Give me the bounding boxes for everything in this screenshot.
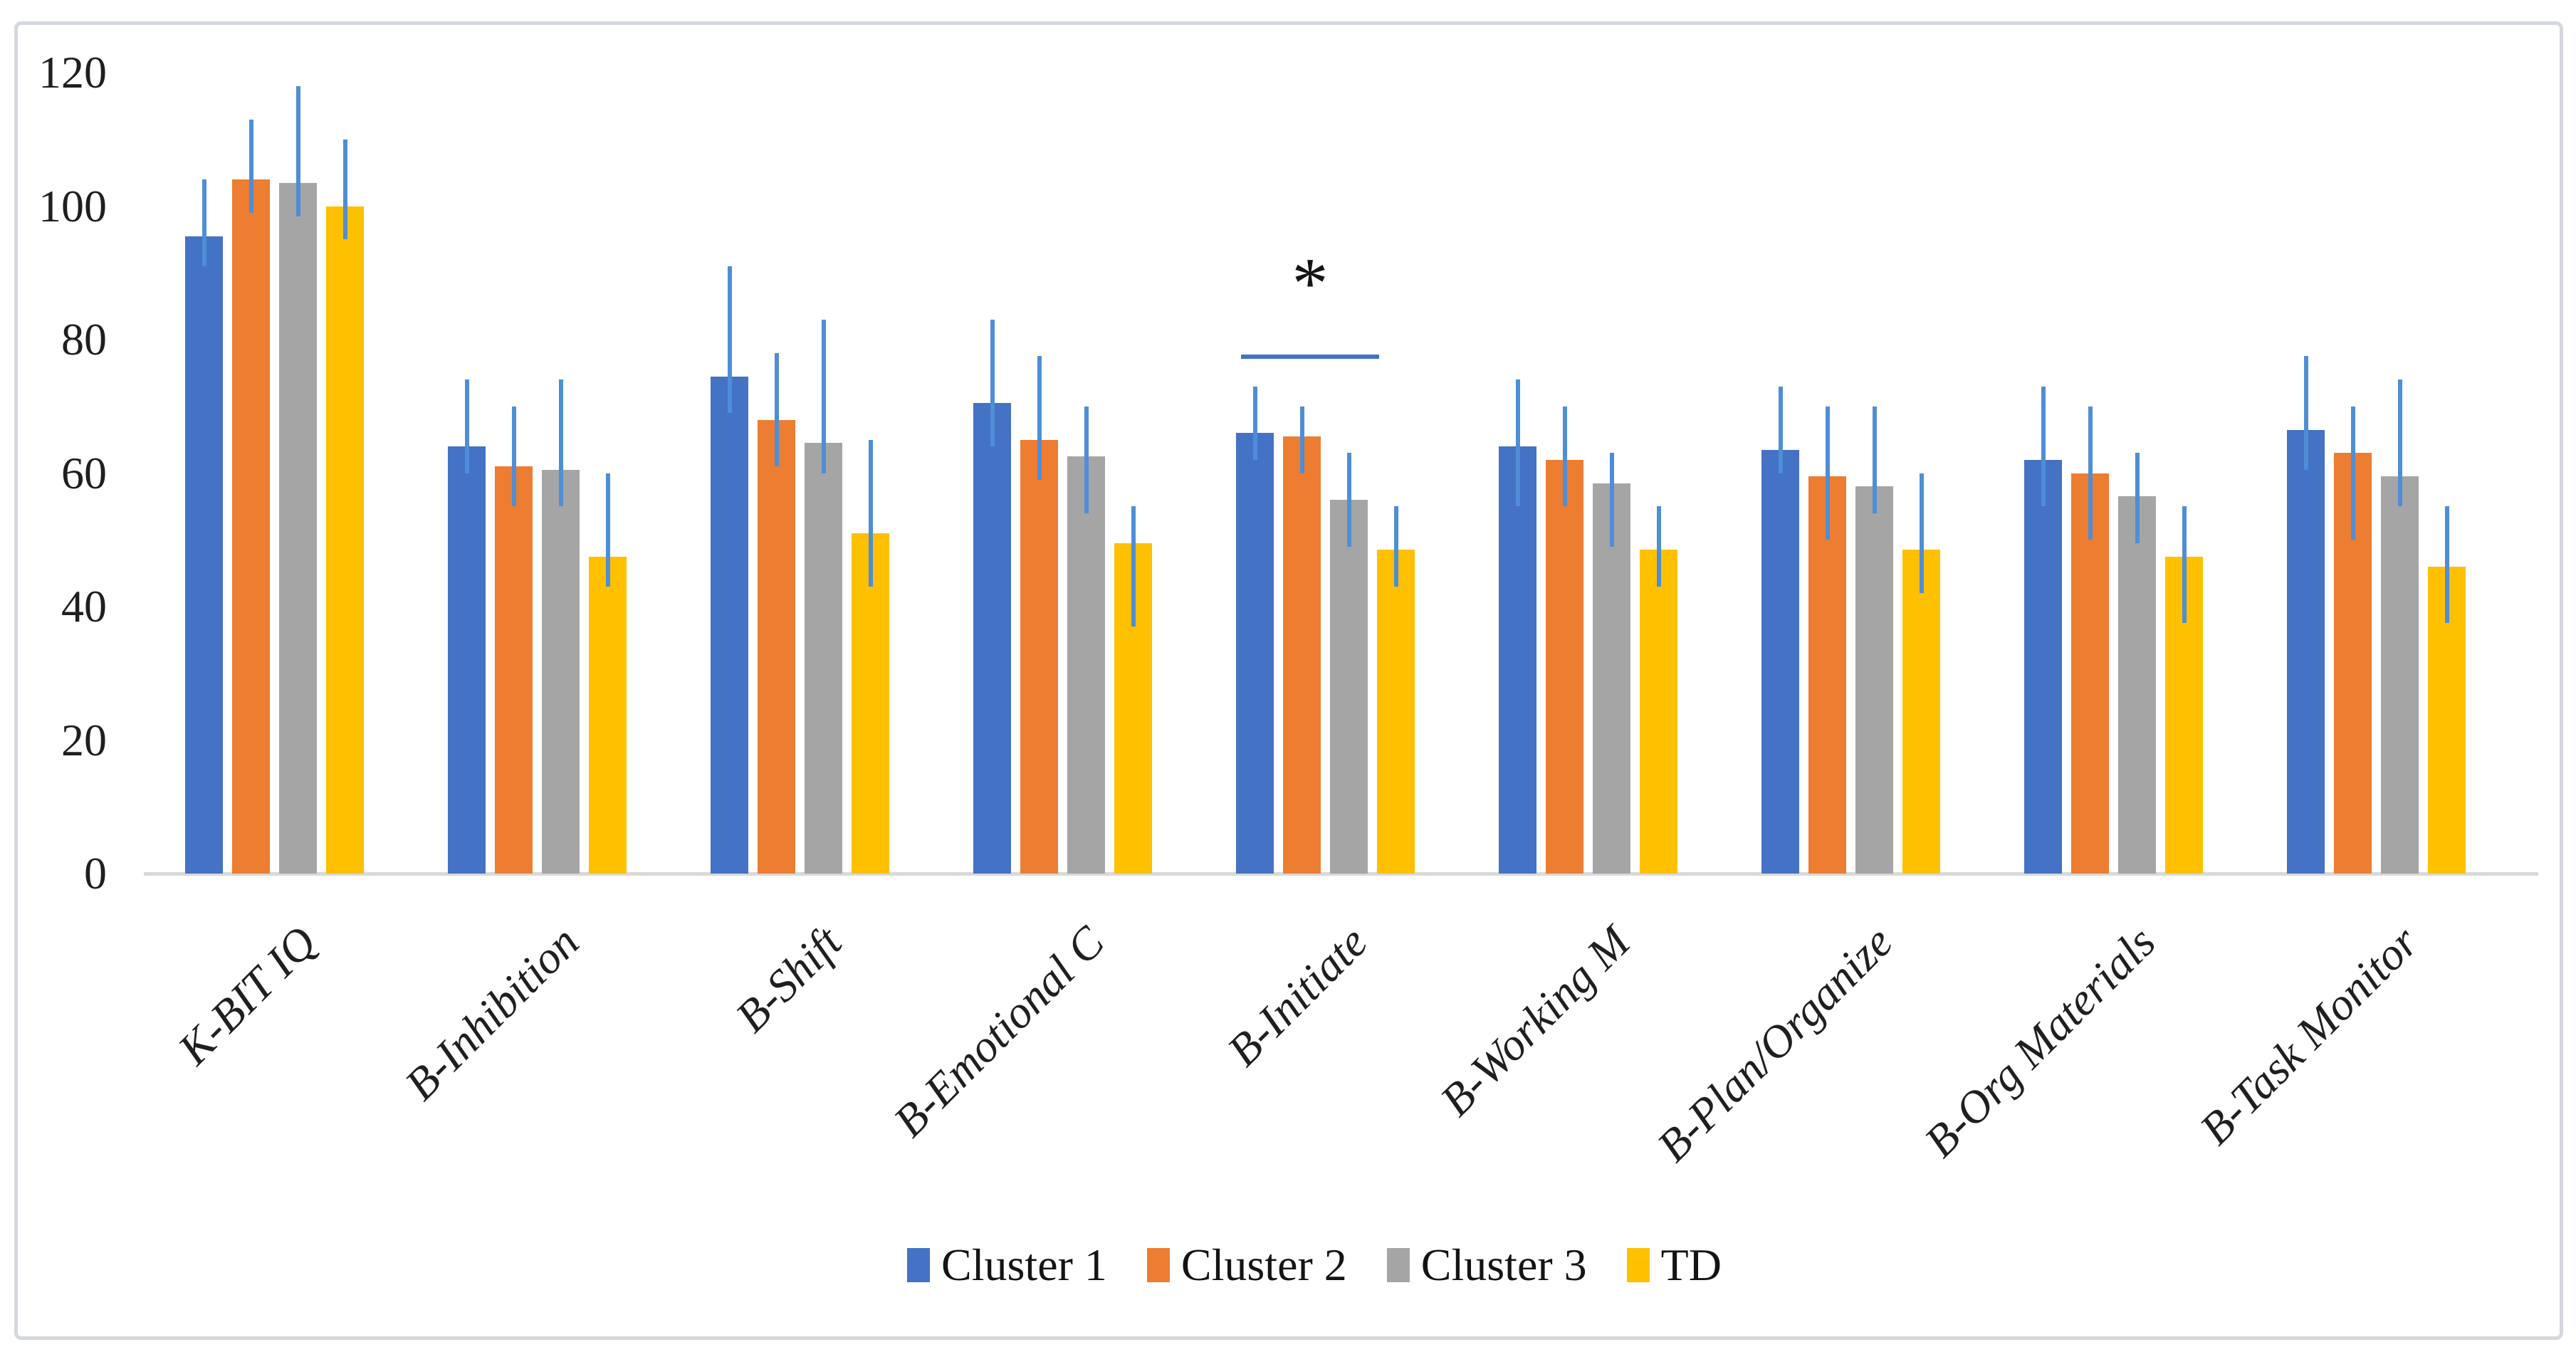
error-bar xyxy=(2445,506,2449,624)
y-axis-tick-label: 0 xyxy=(84,848,107,898)
chart-frame-border xyxy=(14,21,2563,1340)
bar-cluster2-k-bit-iq xyxy=(232,179,270,874)
y-axis-tick-label: 120 xyxy=(38,47,107,98)
bar-cluster2-b-initiate xyxy=(1283,436,1321,874)
error-bar xyxy=(1253,386,1257,460)
bar-td-b-plan-organize xyxy=(1902,550,1940,874)
error-bar xyxy=(1516,379,1520,507)
error-bar xyxy=(1920,473,1924,594)
error-bar xyxy=(343,139,347,240)
bar-cluster3-b-inhibition xyxy=(542,469,580,874)
bar-cluster3-b-initiate xyxy=(1330,500,1368,874)
bar-cluster3-b-working-m xyxy=(1593,483,1630,874)
bar-cluster2-b-org-materials xyxy=(2071,473,2109,874)
error-bar xyxy=(1779,386,1783,473)
bar-cluster3-k-bit-iq xyxy=(279,182,317,874)
legend-item-cluster-3: Cluster 3 xyxy=(1386,1240,1587,1290)
error-bar xyxy=(775,352,779,467)
bar-cluster3-b-plan-organize xyxy=(1855,486,1893,874)
error-bar xyxy=(559,379,563,507)
bar-td-b-initiate xyxy=(1377,550,1415,874)
error-bar xyxy=(2304,356,2308,470)
bar-cluster1-b-shift xyxy=(711,376,748,874)
legend-label: Cluster 3 xyxy=(1420,1240,1587,1290)
x-axis-line xyxy=(144,872,2538,876)
bar-td-k-bit-iq xyxy=(326,206,364,874)
error-bar xyxy=(1826,406,1830,540)
bar-cluster1-b-emotional-c xyxy=(973,403,1011,874)
error-bar xyxy=(728,266,732,414)
bar-cluster1-b-inhibition xyxy=(448,446,486,874)
error-bar xyxy=(2041,386,2046,507)
legend-swatch-icon xyxy=(1626,1248,1650,1282)
error-bar xyxy=(512,406,516,507)
error-bar xyxy=(1037,356,1042,480)
error-bar xyxy=(1347,453,1351,547)
bar-cluster3-b-task-monitor xyxy=(2381,476,2419,874)
bar-cluster3-b-org-materials xyxy=(2118,496,2156,874)
y-axis-tick-label: 20 xyxy=(61,714,107,765)
bar-cluster1-b-plan-organize xyxy=(1761,449,1799,874)
significance-line xyxy=(1241,355,1379,359)
error-bar xyxy=(2182,506,2187,624)
legend-swatch-icon xyxy=(1146,1248,1170,1282)
y-axis-tick-label: 40 xyxy=(61,581,107,632)
y-axis-tick-label: 80 xyxy=(61,314,107,365)
significance-asterisk: * xyxy=(1292,243,1329,324)
error-bar xyxy=(1084,406,1089,513)
bar-cluster2-b-emotional-c xyxy=(1020,439,1058,874)
legend: Cluster 1 Cluster 2 Cluster 3 TD xyxy=(26,1240,2576,1290)
bar-td-b-inhibition xyxy=(589,556,627,874)
error-bar xyxy=(249,119,253,213)
error-bar xyxy=(606,473,610,587)
bar-td-b-shift xyxy=(852,533,889,874)
error-bar xyxy=(1610,453,1614,547)
bar-cluster2-b-working-m xyxy=(1546,459,1583,874)
error-bar xyxy=(2135,453,2140,543)
bar-cluster1-b-initiate xyxy=(1236,433,1274,874)
bar-cluster3-b-shift xyxy=(805,443,842,874)
error-bar xyxy=(1300,406,1304,473)
legend-label: Cluster 1 xyxy=(941,1240,1107,1290)
bar-cluster2-b-plan-organize xyxy=(1808,476,1846,874)
bar-cluster1-k-bit-iq xyxy=(185,236,223,874)
error-bar xyxy=(869,439,873,587)
error-bar xyxy=(296,85,300,216)
y-axis-tick-label: 100 xyxy=(38,180,107,231)
error-bar xyxy=(2398,379,2402,507)
bar-cluster1-b-org-materials xyxy=(2024,459,2062,874)
legend-label: Cluster 2 xyxy=(1180,1240,1347,1290)
bar-cluster3-b-emotional-c xyxy=(1067,456,1105,874)
legend-swatch-icon xyxy=(1386,1248,1410,1282)
error-bar xyxy=(1873,406,1877,513)
bar-cluster2-b-inhibition xyxy=(495,466,533,874)
legend-swatch-icon xyxy=(907,1248,931,1282)
error-bar xyxy=(822,319,826,473)
bar-td-b-working-m xyxy=(1640,550,1677,874)
error-bar xyxy=(1131,506,1136,627)
bar-cluster2-b-shift xyxy=(758,419,795,874)
legend-label: TD xyxy=(1660,1240,1722,1290)
y-axis-tick-label: 60 xyxy=(61,447,107,498)
error-bar xyxy=(202,179,206,266)
bar-cluster1-b-working-m xyxy=(1499,446,1536,874)
error-bar xyxy=(2351,406,2355,540)
error-bar xyxy=(1394,506,1398,587)
bar-cluster1-b-task-monitor xyxy=(2287,429,2325,874)
legend-item-cluster-2: Cluster 2 xyxy=(1146,1240,1347,1290)
error-bar xyxy=(1657,506,1661,587)
legend-item-td: TD xyxy=(1626,1240,1722,1290)
error-bar xyxy=(465,379,469,473)
error-bar xyxy=(1563,406,1567,507)
legend-item-cluster-1: Cluster 1 xyxy=(907,1240,1107,1290)
error-bar xyxy=(990,319,995,446)
error-bar xyxy=(2088,406,2093,540)
